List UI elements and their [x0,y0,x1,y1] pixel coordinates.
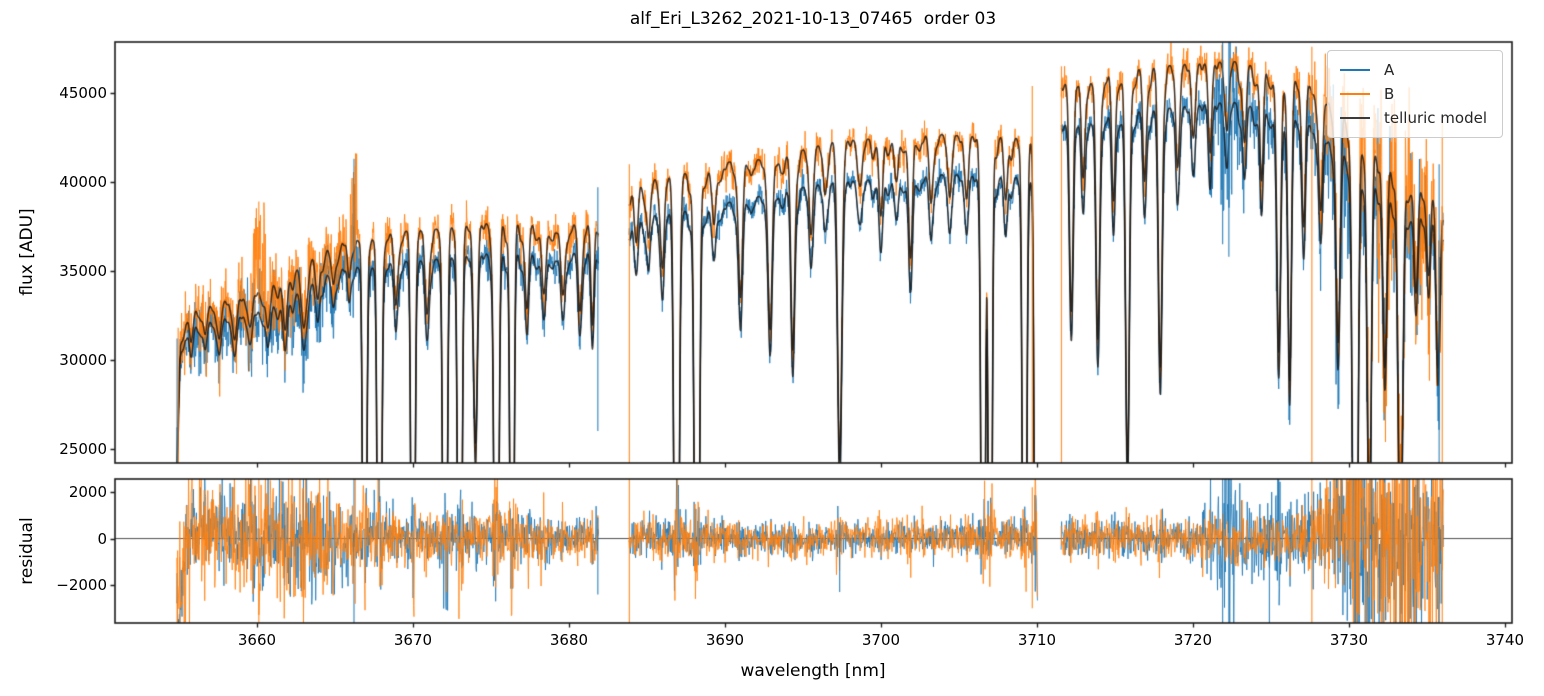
x-tick-label: 3680 [549,631,589,649]
x-tick-label: 3670 [393,631,433,649]
legend-line-telluric-icon [1340,117,1370,119]
legend-label-a: A [1384,60,1395,79]
chart-title: alf_Eri_L3262_2021-10-13_07465 order 03 [629,9,997,29]
y-tick-label: 0 [97,529,107,548]
legend-entry-telluric: telluric model [1336,106,1494,130]
legend: A B telluric model [1327,50,1503,138]
flux-panel [115,42,1512,463]
x-tick-label: 3740 [1485,631,1525,649]
legend-line-a-icon [1340,69,1370,71]
flux-axis-label: flux [ADU] [17,208,37,296]
legend-label-b: B [1384,84,1395,103]
y-tick-label: 25000 [59,439,107,458]
y-tick-label: 45000 [59,84,107,103]
x-tick-label: 3700 [861,631,901,649]
y-tick-label: 2000 [68,483,107,502]
x-tick-label: 3710 [1017,631,1057,649]
legend-label-telluric: telluric model [1384,108,1488,127]
x-tick-label: 3730 [1329,631,1369,649]
residual-axis-label: residual [17,517,37,585]
y-tick-label: −2000 [56,576,107,595]
x-tick-label: 3660 [237,631,277,649]
x-tick-label: 3690 [705,631,745,649]
y-tick-label: 35000 [59,261,107,280]
y-tick-label: 30000 [59,350,107,369]
x-tick-label: 3720 [1173,631,1213,649]
x-axis-label: wavelength [nm] [740,661,886,681]
residual-panel [115,479,1512,623]
legend-entry-b: B [1336,82,1494,106]
legend-entry-a: A [1336,58,1494,82]
legend-line-b-icon [1340,93,1370,95]
y-tick-label: 40000 [59,172,107,191]
